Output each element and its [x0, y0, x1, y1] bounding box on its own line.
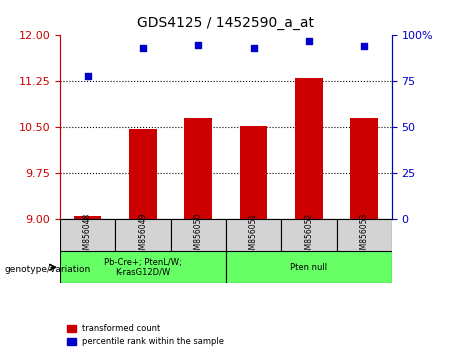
- FancyBboxPatch shape: [60, 219, 115, 251]
- Title: GDS4125 / 1452590_a_at: GDS4125 / 1452590_a_at: [137, 16, 314, 30]
- Bar: [184, 118, 212, 219]
- Point: [250, 45, 257, 51]
- FancyBboxPatch shape: [60, 251, 226, 283]
- Bar: [240, 126, 267, 219]
- Text: genotype/variation: genotype/variation: [5, 264, 91, 274]
- Point: [139, 45, 147, 51]
- Bar: [295, 78, 323, 219]
- Text: GSM856048: GSM856048: [83, 212, 92, 258]
- FancyBboxPatch shape: [281, 219, 337, 251]
- Text: GSM856052: GSM856052: [304, 212, 313, 258]
- Text: GSM856053: GSM856053: [360, 212, 369, 259]
- Text: GSM856049: GSM856049: [138, 212, 148, 259]
- Point: [84, 73, 91, 79]
- Text: Pb-Cre+; PtenL/W;
K-rasG12D/W: Pb-Cre+; PtenL/W; K-rasG12D/W: [104, 258, 182, 277]
- FancyBboxPatch shape: [171, 219, 226, 251]
- Text: Pten null: Pten null: [290, 263, 327, 272]
- Point: [305, 38, 313, 44]
- FancyBboxPatch shape: [115, 219, 171, 251]
- Text: GSM856051: GSM856051: [249, 212, 258, 258]
- Bar: [350, 118, 378, 219]
- Bar: [74, 216, 101, 219]
- Bar: [129, 129, 157, 219]
- FancyBboxPatch shape: [226, 219, 281, 251]
- Text: GSM856050: GSM856050: [194, 212, 203, 259]
- FancyBboxPatch shape: [337, 219, 392, 251]
- Point: [361, 44, 368, 49]
- Legend: transformed count, percentile rank within the sample: transformed count, percentile rank withi…: [64, 321, 228, 350]
- Point: [195, 42, 202, 47]
- FancyBboxPatch shape: [226, 251, 392, 283]
